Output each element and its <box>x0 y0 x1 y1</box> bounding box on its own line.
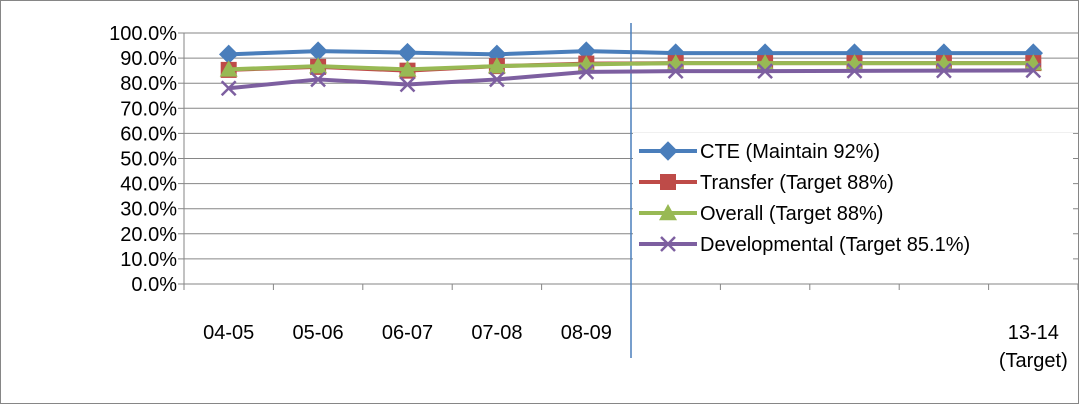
x-tick-label: 08-09 <box>561 322 612 344</box>
legend-background <box>633 133 1073 267</box>
data-point <box>219 60 238 77</box>
legend-label: Overall (Target 88%) <box>700 203 883 225</box>
series-line <box>228 68 1034 91</box>
data-point <box>578 64 595 80</box>
legend-label: Transfer (Target 88%) <box>700 172 894 194</box>
data-point <box>846 63 863 79</box>
y-tick-label: 50.0% <box>120 149 177 171</box>
data-point <box>487 57 506 74</box>
legend-marker <box>658 141 678 161</box>
x-tick-label: 05-06 <box>293 322 344 344</box>
y-tick-label: 90.0% <box>120 48 177 70</box>
x-tick-label: 07-08 <box>471 322 522 344</box>
legend: CTE (Maintain 92%) Transfer (Target 88%) O… <box>633 133 1073 267</box>
legend-item: Developmental (Target 85.1%) <box>639 234 970 256</box>
legend-item: Overall (Target 88%) <box>639 203 883 225</box>
legend-marker <box>660 236 676 252</box>
legend-label: Developmental (Target 85.1%) <box>700 234 970 256</box>
y-tick-label: 10.0% <box>120 249 177 271</box>
data-series <box>218 41 1044 97</box>
data-point <box>399 76 416 93</box>
series-3 <box>220 62 1042 97</box>
y-tick-label: 80.0% <box>120 73 177 95</box>
y-tick-label: 70.0% <box>120 98 177 120</box>
x-tick-label: 13-14 <box>1008 322 1059 344</box>
x-tick-label: (Target) <box>999 350 1068 372</box>
data-point <box>936 62 952 79</box>
data-point <box>309 57 328 74</box>
data-point <box>757 63 773 80</box>
y-axis-tick-labels: 0.0% 10.0% 20.0% 30.0% 40.0% 50.0% 60.0% 70.0% 8… <box>109 23 177 296</box>
legend-marker <box>659 204 677 221</box>
legend-marker <box>660 174 676 190</box>
y-tick-label: 100.0% <box>109 23 177 45</box>
data-point <box>397 42 418 63</box>
y-tick-label: 20.0% <box>120 224 177 246</box>
data-point <box>489 71 505 88</box>
x-tick-label: 06-07 <box>382 322 433 344</box>
y-tick-label: 60.0% <box>120 123 177 145</box>
x-axis-tick-labels: 04-05 05-06 06-07 07-08 08-09 13-14 (Target) <box>203 322 1068 372</box>
y-tick-label: 40.0% <box>120 174 177 196</box>
y-tick-label: 0.0% <box>131 274 177 296</box>
y-tick-label: 30.0% <box>120 199 177 221</box>
legend-item: Transfer (Target 88%) <box>639 172 894 194</box>
data-point <box>398 60 417 77</box>
data-point <box>310 71 326 88</box>
legend-item: CTE (Maintain 92%) <box>639 141 880 163</box>
series-line <box>228 49 1034 57</box>
data-point <box>1025 62 1042 79</box>
legend-label: CTE (Maintain 92%) <box>700 141 880 163</box>
x-tick-label: 04-05 <box>203 322 254 344</box>
data-point <box>220 80 237 97</box>
series-line <box>228 61 1034 72</box>
data-point <box>667 63 684 80</box>
